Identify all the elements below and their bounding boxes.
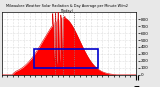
Bar [34,49,98,68]
Text: Milwaukee Weather Solar Radiation & Day Average per Minute W/m2 (Today): Milwaukee Weather Solar Radiation & Day … [6,4,128,13]
